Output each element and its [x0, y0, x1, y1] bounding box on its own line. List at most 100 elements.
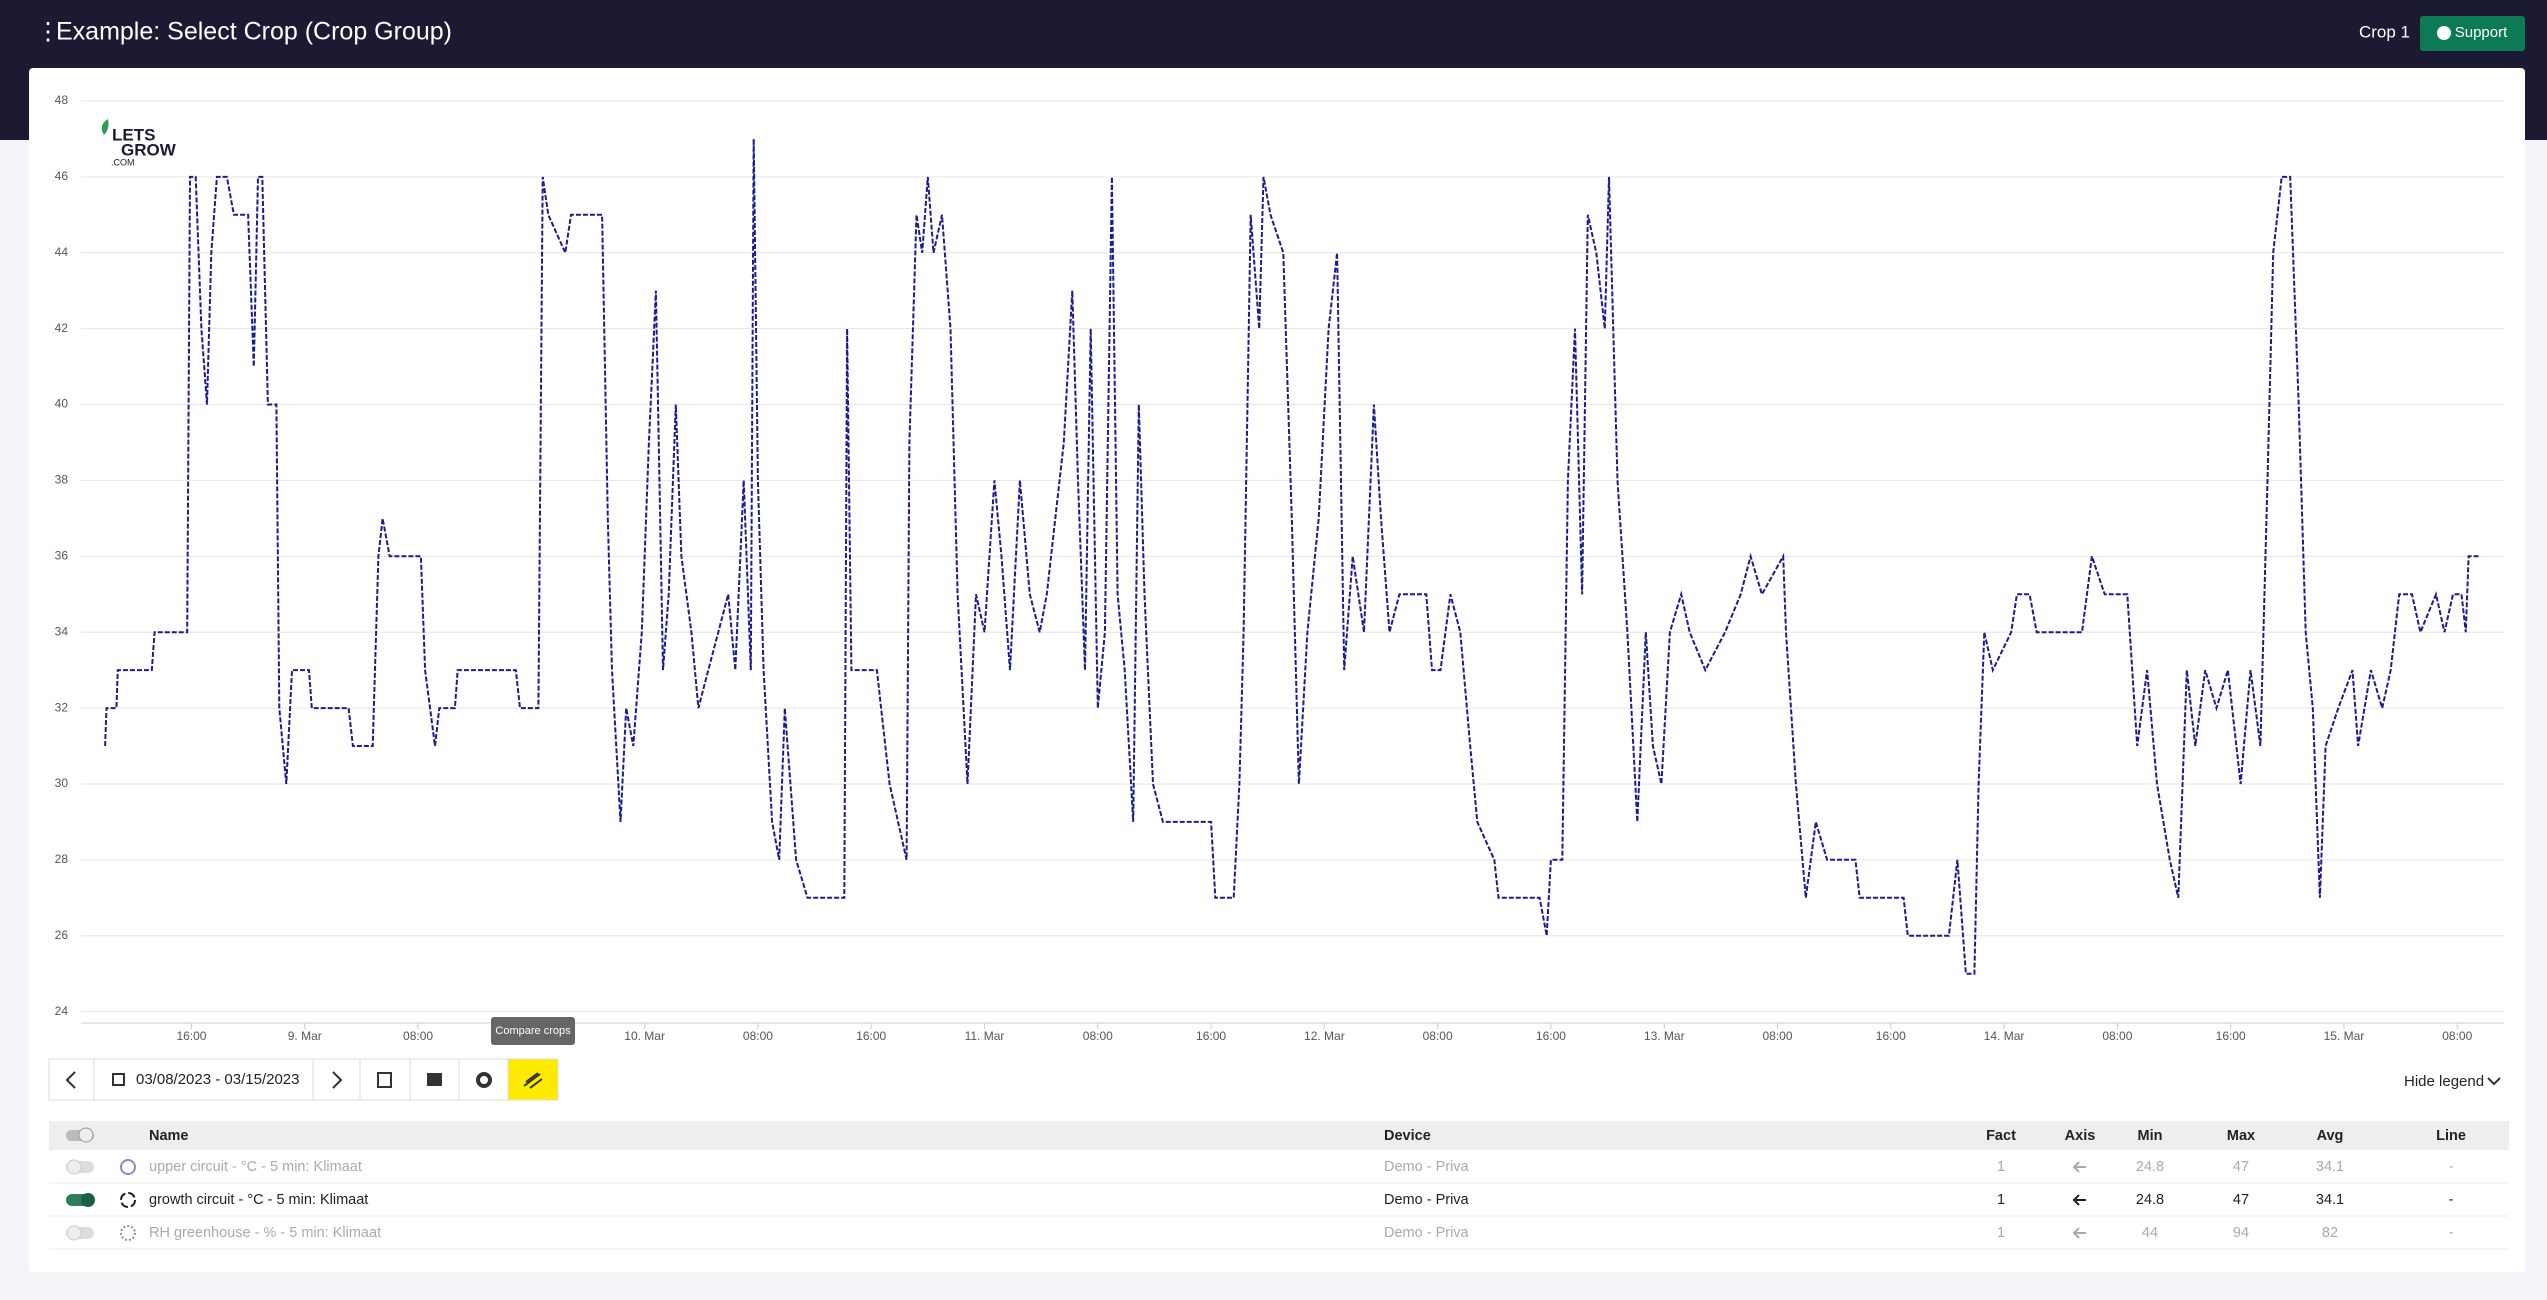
x-tick-label: 15. Mar — [2324, 1029, 2365, 1043]
x-tick-label: 08:00 — [1423, 1029, 1453, 1043]
cell-max: 47 — [2233, 1159, 2249, 1175]
x-tick-label: 9. Mar — [288, 1029, 322, 1043]
x-tick-label: 16:00 — [2216, 1029, 2246, 1043]
y-tick-label: 26 — [55, 928, 69, 942]
tooltip-text: Compare crops — [495, 1025, 571, 1037]
y-tick-label: 28 — [55, 852, 69, 866]
cell-min: 44 — [2142, 1225, 2158, 1241]
column-header: Fact — [1986, 1128, 2016, 1144]
x-tick-label: 16:00 — [856, 1029, 886, 1043]
next-button[interactable] — [312, 1058, 361, 1101]
hide-legend[interactable]: Hide legend — [2404, 1073, 2484, 1090]
y-tick-label: 46 — [55, 169, 69, 183]
line-style-icon — [120, 1192, 136, 1208]
x-tick-label: 08:00 — [2442, 1029, 2472, 1043]
chevron-right — [332, 1071, 343, 1089]
prev-button[interactable] — [48, 1058, 95, 1101]
x-tick-label: 08:00 — [403, 1029, 433, 1043]
cell-fact: 1 — [1997, 1159, 2005, 1175]
table-header — [49, 1121, 2509, 1150]
cell-device: Demo - Priva — [1384, 1225, 1470, 1241]
logo-text: LETS — [112, 125, 155, 144]
chevron-left — [65, 1071, 76, 1089]
page-title: Example: Select Crop (Crop Group) — [56, 18, 452, 46]
line-style-icon — [120, 1159, 136, 1175]
column-header: Axis — [2065, 1128, 2096, 1144]
y-tick-label: 40 — [55, 397, 69, 411]
cell-fact: 1 — [1997, 1192, 2005, 1208]
calendar-icon — [112, 1073, 125, 1086]
y-tick-label: 24 — [55, 1004, 69, 1018]
date-button[interactable] — [93, 1058, 314, 1101]
cell-device: Demo - Priva — [1384, 1159, 1470, 1175]
cell-avg: 82 — [2322, 1225, 2338, 1241]
compare-icon — [523, 1072, 543, 1089]
toggle-knob — [78, 1127, 94, 1143]
axis-arrow — [2072, 1161, 2086, 1173]
tooltip — [491, 1017, 575, 1045]
cell-name: growth circuit - °C - 5 min: Klimaat — [149, 1192, 368, 1208]
cell-line: - — [2449, 1225, 2454, 1241]
toolbar — [48, 1058, 559, 1101]
legend-row: growth circuit - °C - 5 min: Klimaat Demo… — [49, 1192, 2509, 1217]
column-header: Device — [1384, 1128, 1431, 1144]
x-tick-label: 12. Mar — [1304, 1029, 1345, 1043]
legend-row: upper circuit - °C - 5 min: Klimaat Demo … — [49, 1159, 2509, 1184]
y-tick-label: 30 — [55, 776, 69, 790]
cell-line: - — [2449, 1159, 2454, 1175]
series-line — [104, 138, 2480, 975]
support-button[interactable] — [2420, 16, 2525, 51]
date-range[interactable]: 03/08/2023 - 03/15/2023 — [136, 1071, 299, 1088]
x-tick-label: 10. Mar — [624, 1029, 665, 1043]
logo-leaf — [101, 119, 109, 135]
column-header: Max — [2227, 1128, 2255, 1144]
y-tick-label: 42 — [55, 321, 69, 335]
cell-line: - — [2449, 1192, 2454, 1208]
column-header: Avg — [2317, 1128, 2344, 1144]
y-tick-label: 48 — [55, 93, 69, 107]
logo: LETS GROW .COM — [101, 119, 177, 167]
toggle-knob — [66, 1159, 82, 1175]
menu-icon[interactable]: ⋮ — [36, 18, 60, 45]
logo-text: .COM — [111, 157, 135, 167]
toggle-knob — [81, 1193, 95, 1207]
cell-avg: 34.1 — [2316, 1159, 2344, 1175]
cell-min: 24.8 — [2136, 1159, 2164, 1175]
toggle-knob — [66, 1225, 82, 1241]
cell-max: 47 — [2233, 1192, 2249, 1208]
note-icon — [377, 1072, 392, 1088]
x-tick-label: 16:00 — [1536, 1029, 1566, 1043]
support-label[interactable]: Support — [2455, 24, 2508, 41]
line-style-icon — [120, 1225, 136, 1241]
cell-fact: 1 — [1997, 1225, 2005, 1241]
cell-min: 24.8 — [2136, 1192, 2164, 1208]
logo-text: GROW — [121, 140, 177, 159]
note-button[interactable] — [359, 1058, 411, 1101]
y-tick-label: 32 — [55, 700, 69, 714]
x-tick-label: 16:00 — [1876, 1029, 1906, 1043]
cell-name: upper circuit - °C - 5 min: Klimaat — [149, 1159, 362, 1175]
y-tick-label: 44 — [55, 245, 69, 259]
x-tick-label: 11. Mar — [965, 1029, 1005, 1043]
y-tick-label: 36 — [55, 548, 69, 562]
column-header: Line — [2436, 1128, 2466, 1144]
cell-name: RH greenhouse - % - 5 min: Klimaat — [149, 1225, 381, 1241]
axis-arrow — [2072, 1227, 2086, 1239]
x-tick-label: 14. Mar — [1984, 1029, 2025, 1043]
x-tick-label: 08:00 — [2102, 1029, 2132, 1043]
x-tick-label: 13. Mar — [1644, 1029, 1685, 1043]
axis-arrow — [2072, 1194, 2086, 1206]
crop-name: Crop 1 — [2359, 22, 2410, 41]
x-tick-label: 08:00 — [743, 1029, 773, 1043]
column-header: Name — [149, 1128, 189, 1144]
legend-row: RH greenhouse - % - 5 min: Klimaat Demo -… — [49, 1225, 2509, 1250]
cell-device: Demo - Priva — [1384, 1192, 1470, 1208]
x-tick-label: 08:00 — [1763, 1029, 1793, 1043]
column-header: Min — [2138, 1128, 2163, 1144]
settings-button[interactable] — [458, 1058, 509, 1101]
x-tick-label: 08:00 — [1083, 1029, 1113, 1043]
legend-table: Name Device Fact Axis Min Max Avg Line upper cir… — [49, 1128, 2509, 1250]
help-icon — [2437, 26, 2451, 40]
cell-avg: 34.1 — [2316, 1192, 2344, 1208]
